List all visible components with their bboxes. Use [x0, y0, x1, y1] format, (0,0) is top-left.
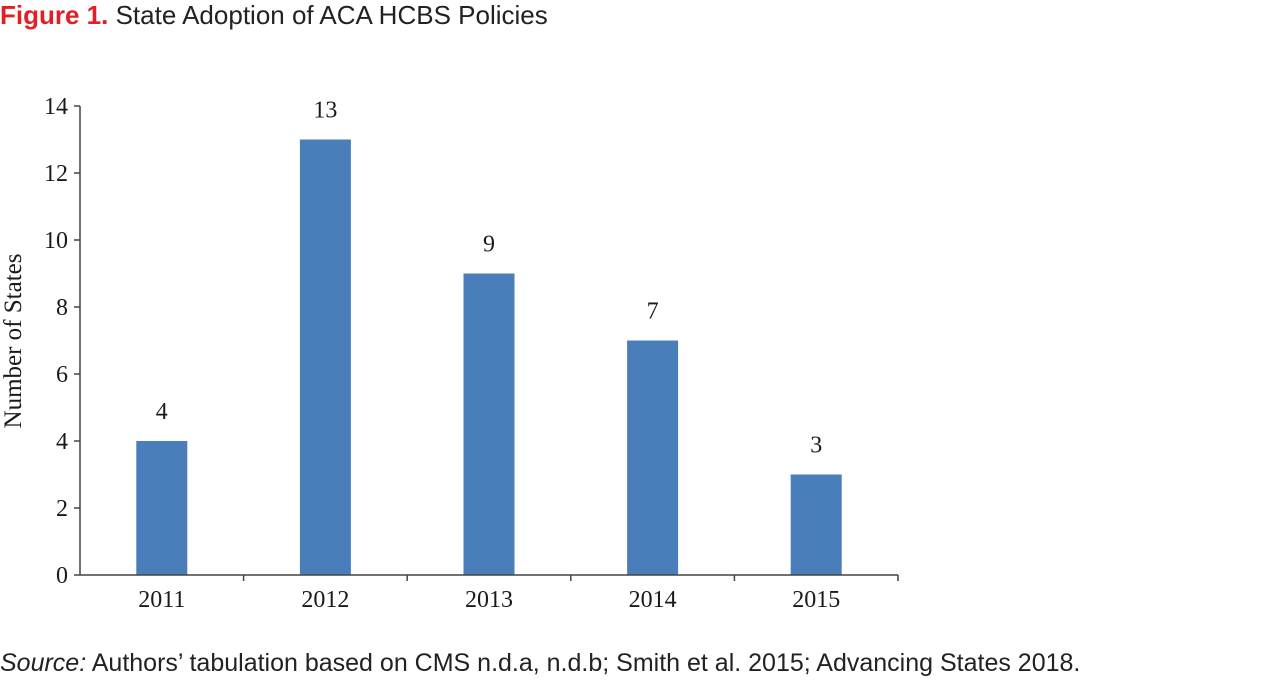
y-tick-label: 14: [44, 94, 68, 120]
source-label: Source:: [0, 649, 87, 677]
source-note: Source: Authors’ tabulation based on CMS…: [0, 648, 1080, 678]
bar-value-label: 9: [483, 232, 495, 258]
x-tick-label: 2011: [138, 587, 185, 613]
source-text: Authors’ tabulation based on CMS n.d.a, …: [91, 649, 1081, 677]
y-tick-label: 4: [56, 429, 68, 455]
y-tick-label: 12: [44, 161, 68, 187]
x-tick-label: 2014: [629, 587, 677, 613]
bar-value-label: 4: [156, 399, 168, 425]
x-tick-label: 2013: [465, 587, 513, 613]
bar-2013: [463, 273, 515, 575]
x-axis-ticks: 2011 2012 2013 2014 2015: [138, 575, 899, 613]
y-tick-label: 10: [44, 228, 68, 254]
bar-value-label: 13: [313, 98, 337, 124]
y-axis-ticks: 0 2 4 6 8 10 12 14: [44, 94, 80, 589]
bar-2012: [299, 139, 351, 575]
x-tick-label: 2012: [301, 587, 349, 613]
y-tick-label: 6: [56, 362, 68, 388]
bar-value-label: 7: [647, 299, 659, 325]
figure-title: Figure 1. State Adoption of ACA HCBS Pol…: [0, 0, 548, 30]
bar-2011: [136, 441, 188, 575]
y-axis-label: Number of States: [0, 254, 27, 429]
bar-value-label: 3: [810, 433, 822, 459]
y-tick-label: 8: [56, 295, 68, 321]
bar-data-labels: 4 13 9 7 3: [156, 98, 822, 459]
bar-2015: [790, 474, 842, 575]
bars: [136, 139, 842, 575]
bar-2014: [627, 340, 679, 575]
y-tick-label: 0: [56, 563, 68, 589]
figure-label: Figure 1.: [0, 0, 109, 30]
y-tick-label: 2: [56, 496, 68, 522]
figure-title-text: State Adoption of ACA HCBS Policies: [115, 0, 548, 30]
x-tick-label: 2015: [792, 587, 840, 613]
